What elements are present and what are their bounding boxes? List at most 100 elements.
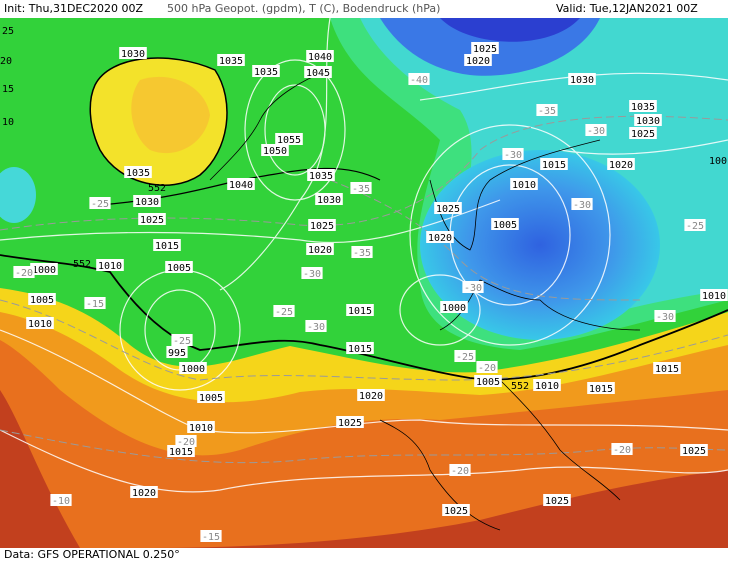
map-labels: 1030103510351040104510551050103510301025… xyxy=(0,26,728,543)
pressure-label: 1025 xyxy=(140,215,164,226)
pressure-label: 1035 xyxy=(254,67,278,78)
pressure-label: 1035 xyxy=(631,102,655,113)
temperature-label-box xyxy=(454,350,476,362)
pressure-label-box xyxy=(252,65,280,77)
pressure-label: 1020 xyxy=(359,391,383,402)
pressure-label: 1010 xyxy=(28,319,52,330)
pressure-label: 1005 xyxy=(199,393,223,404)
pressure-label: 1015 xyxy=(348,306,372,317)
footer-text: Data: GFS OPERATIONAL 0.250° xyxy=(4,548,180,561)
pressure-label: 1025 xyxy=(338,418,362,429)
temperature-label-box xyxy=(408,73,430,85)
temperature-label-box xyxy=(502,148,524,160)
pressure-label: 1000 xyxy=(181,364,205,375)
temperature-label-box xyxy=(571,198,593,210)
temperature-label-box xyxy=(273,305,295,317)
pressure-label: 1030 xyxy=(317,195,341,206)
temperature-label-box xyxy=(611,443,633,455)
pressure-label: 1020 xyxy=(466,56,490,67)
edge-label: 15 xyxy=(2,84,14,95)
pressure-label-box xyxy=(700,289,728,301)
temperature-label: -25 xyxy=(456,352,474,363)
pressure-label: 1025 xyxy=(631,129,655,140)
pressure-label: 995 xyxy=(168,348,186,359)
temperature-label-box xyxy=(50,494,72,506)
temperature-label: -20 xyxy=(478,363,496,374)
temperature-label-box xyxy=(84,297,106,309)
pressure-label: 1015 xyxy=(655,364,679,375)
pressure-label: 1000 xyxy=(32,265,56,276)
pressure-label-box xyxy=(336,416,364,428)
pressure-label-box xyxy=(434,202,462,214)
footer-bar xyxy=(0,548,732,562)
pressure-label-box xyxy=(587,382,615,394)
pressure-label: 1010 xyxy=(98,261,122,272)
height-label: 552 xyxy=(511,381,529,392)
pressure-label: 1005 xyxy=(30,295,54,306)
temperature-label: -30 xyxy=(656,312,674,323)
temperature-label-box xyxy=(654,310,676,322)
pressure-label-box xyxy=(153,239,181,251)
pressure-label-box xyxy=(306,50,334,62)
pressure-label-box xyxy=(510,178,538,190)
temperature-label-box xyxy=(476,361,498,373)
pressure-label-box xyxy=(634,114,662,126)
pressure-label-box xyxy=(304,66,332,78)
temperature-label: -20 xyxy=(451,466,469,477)
pressure-label: 1025 xyxy=(473,44,497,55)
temperature-label: -15 xyxy=(86,299,104,310)
init-text: Init: Thu,31DEC2020 00Z xyxy=(4,2,144,15)
pressure-label: 1020 xyxy=(428,233,452,244)
temperature-label: -35 xyxy=(538,106,556,117)
pressure-label-box xyxy=(357,389,385,401)
height-label: 552 xyxy=(73,259,91,270)
pressure-label: 1020 xyxy=(308,245,332,256)
pressure-label-box xyxy=(187,421,215,433)
temperature-label-box xyxy=(301,267,323,279)
temperature-label: -15 xyxy=(202,532,220,543)
pressure-label: 1015 xyxy=(155,241,179,252)
temperature-label-box xyxy=(175,435,197,447)
pressure-label: 1025 xyxy=(310,221,334,232)
temperature-label: -40 xyxy=(410,75,428,86)
pressure-label-box xyxy=(197,391,225,403)
pressure-label: 1030 xyxy=(636,116,660,127)
temperature-label-box xyxy=(305,320,327,332)
pressure-label: 1045 xyxy=(306,68,330,79)
temperature-label: -20 xyxy=(15,268,33,279)
pressure-label-box xyxy=(138,213,166,225)
pressure-label-box xyxy=(96,259,124,271)
temperature-label: -30 xyxy=(307,322,325,333)
pressure-label-box xyxy=(568,73,596,85)
temperature-label: -30 xyxy=(573,200,591,211)
pressure-label: 1020 xyxy=(609,160,633,171)
pressure-label-box xyxy=(442,504,470,516)
temperature-label-box xyxy=(462,281,484,293)
pressure-label-box xyxy=(308,219,336,231)
pressure-label: 1010 xyxy=(535,381,559,392)
pressure-label: 1010 xyxy=(702,291,726,302)
pressure-label-box xyxy=(426,231,454,243)
temperature-label-box xyxy=(171,334,193,346)
pressure-label-box xyxy=(629,100,657,112)
pressure-label-box xyxy=(653,362,681,374)
temperature-label-box xyxy=(684,219,706,231)
pressure-label: 1030 xyxy=(121,49,145,60)
temperature-label: -20 xyxy=(613,445,631,456)
temperature-label: -25 xyxy=(275,307,293,318)
pressure-label: 1040 xyxy=(229,180,253,191)
pressure-label: 1010 xyxy=(512,180,536,191)
pressure-label-box xyxy=(30,263,58,275)
valid-text: Valid: Tue,12JAN2021 00Z xyxy=(556,2,698,15)
pressure-label-box xyxy=(217,54,245,66)
pressure-label-box xyxy=(227,178,255,190)
pressure-label: 1005 xyxy=(493,220,517,231)
temperature-label-box xyxy=(200,530,222,542)
pressure-label-box xyxy=(306,243,334,255)
pressure-label: 1015 xyxy=(348,344,372,355)
edge-label: 20 xyxy=(0,56,12,67)
temperature-label-box xyxy=(350,182,372,194)
pressure-label: 1055 xyxy=(277,135,301,146)
pressure-label-box xyxy=(133,195,161,207)
